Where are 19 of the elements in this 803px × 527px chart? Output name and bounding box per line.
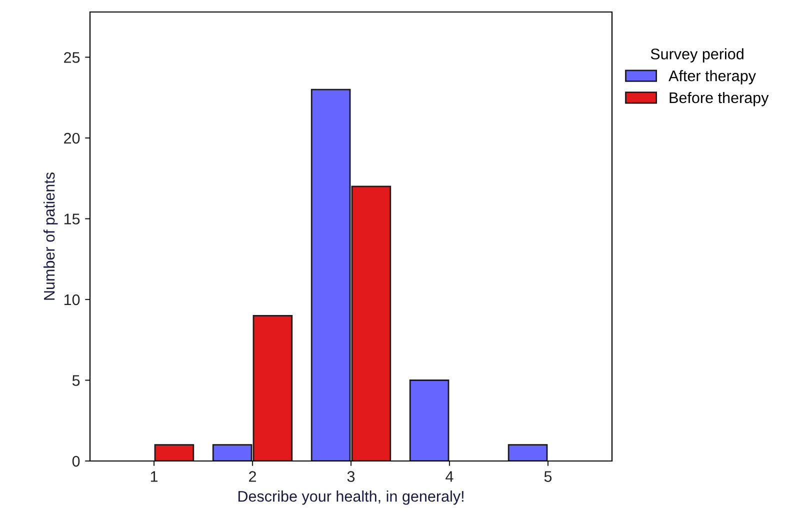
bar bbox=[409, 380, 450, 461]
y-tick-label: 15 bbox=[64, 214, 80, 224]
y-tick-label: 25 bbox=[64, 52, 80, 63]
y-tick-label: 0 bbox=[72, 456, 80, 467]
y-tick-label: 5 bbox=[72, 375, 80, 386]
legend-label: After therapy bbox=[668, 70, 756, 84]
y-tick-label: 20 bbox=[64, 132, 80, 144]
bar bbox=[508, 444, 548, 461]
x-tick-label: 3 bbox=[347, 471, 355, 482]
y-axis-title: Number of patients bbox=[43, 172, 58, 300]
x-tick-label: 4 bbox=[446, 471, 454, 482]
bar bbox=[154, 444, 194, 461]
x-tick-label: 5 bbox=[544, 471, 552, 482]
legend-title: Survey period bbox=[650, 48, 744, 62]
x-axis-title: Describe your health, in generaly! bbox=[238, 490, 464, 505]
y-tick-label: 10 bbox=[64, 294, 80, 306]
legend-label: Before therapy bbox=[670, 92, 769, 106]
x-tick-label: 2 bbox=[249, 471, 256, 482]
x-tick-label: 1 bbox=[150, 471, 158, 482]
